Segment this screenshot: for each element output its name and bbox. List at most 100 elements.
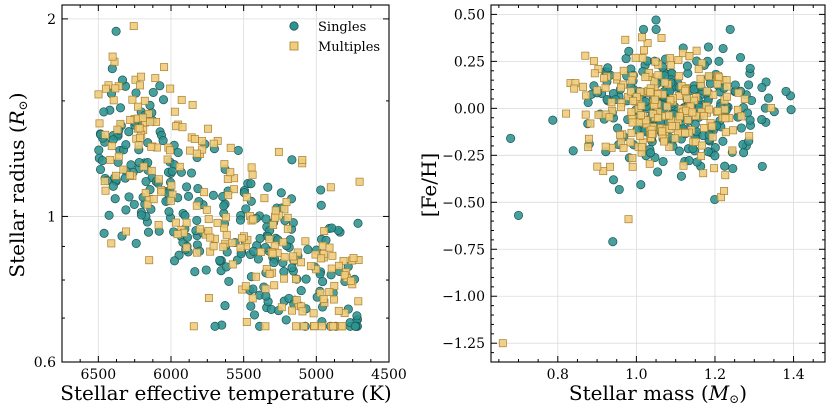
singles-point [318,277,328,287]
multiples-point [710,164,719,173]
multiples-point [248,170,257,179]
multiples-point [590,69,599,78]
multiples-point [767,104,776,112]
multiples-point [638,54,647,63]
multiples-point [721,114,730,123]
singles-point [608,237,618,247]
multiples-point [347,276,355,285]
singles-point [97,156,107,166]
multiples-point [685,52,694,61]
multiples-point [637,143,646,152]
singles-point [110,194,120,204]
ticks-left: 6500 6000 5500 5000 4500 0.6 1 2 [34,5,407,383]
multiples-point [637,101,646,110]
multiples-point [135,124,144,133]
singles-point [255,233,265,243]
multiples-point [619,66,628,75]
points-left [94,22,364,331]
multiples-point [228,238,237,247]
grid-right [491,5,825,362]
multiples-point [274,147,283,156]
x-tick-label: 5500 [226,367,262,383]
x-tick-label: 5000 [299,367,335,383]
x-axis-title-right: Stellar mass (M⊙) [569,381,747,406]
multiples-point [137,72,146,81]
multiples-point [699,169,708,178]
multiples-point [626,87,635,96]
multiples-point [715,73,723,82]
multiples-point [138,113,147,122]
multiples-point [277,303,286,312]
multiples-point [122,227,131,236]
multiples-point [288,306,296,315]
multiples-point [125,171,134,180]
singles-point [736,123,746,133]
multiples-point [149,195,158,204]
multiples-point [108,52,117,61]
singles-point [301,274,311,284]
multiples-point [198,145,207,154]
singles-point [316,200,326,210]
x-tick-label: 4500 [371,367,407,383]
multiples-point [729,126,738,135]
multiples-point [627,128,636,137]
singles-point [763,93,774,103]
multiples-point [204,294,213,302]
y-tick-label: 0.50 [454,7,485,23]
multiples-point [723,82,732,91]
multiples-point [292,322,300,331]
multiples-point [628,154,637,163]
multiples-point [100,177,109,186]
singles-point [636,180,646,190]
multiples-point [166,196,175,205]
multiples-point [641,73,650,82]
singles-point [739,148,749,158]
multiples-point [674,56,683,65]
multiples-point [638,33,646,42]
multiples-point [660,78,669,87]
multiples-point [146,117,155,126]
multiples-point [636,111,645,120]
multiples-point [298,156,307,164]
multiples-point [697,152,705,161]
multiples-point [171,218,180,227]
multiples-point [594,110,603,119]
feh-vs-mass-panel: 0.8 1.0 1.2 1.4 0.50 0.25 0.00 −0.25 −0.50 −0.75 −… [417,4,826,406]
singles-point [285,235,295,245]
multiples-point [101,130,110,139]
singles-point [183,191,194,201]
multiples-point [136,133,144,142]
x-tick-label: 6000 [153,367,189,383]
multiples-point [167,181,176,190]
x-tick-label: 1.2 [704,367,726,383]
multiples-point [338,322,347,331]
singles-point [608,175,619,185]
multiples-point [106,155,115,164]
multiples-point [328,251,337,260]
multiples-point [579,82,587,91]
y-tick-label: 2 [47,12,56,28]
multiples-point [220,223,229,232]
multiples-point [206,233,215,242]
multiples-point [101,186,110,195]
radius-vs-teff-panel: 6500 6000 5500 5000 4500 0.6 1 2 Stellar effect… [5,4,407,405]
multiples-point [582,91,591,100]
singles-point [651,24,661,34]
singles-point [263,182,273,192]
singles-point [210,321,220,331]
multiples-point [283,213,292,222]
multiples-point [248,294,257,303]
multiples-point [570,84,579,93]
multiples-point [671,134,680,143]
multiples-point [301,237,310,246]
multiples-point [631,53,640,62]
multiples-point [675,112,684,121]
singles-point [279,267,289,277]
singles-point [745,115,755,125]
multiples-point [713,80,722,89]
multiples-point [330,281,339,290]
multiples-point [327,264,336,273]
legend-label-singles: Singles [318,20,366,35]
singles-point [506,133,516,143]
